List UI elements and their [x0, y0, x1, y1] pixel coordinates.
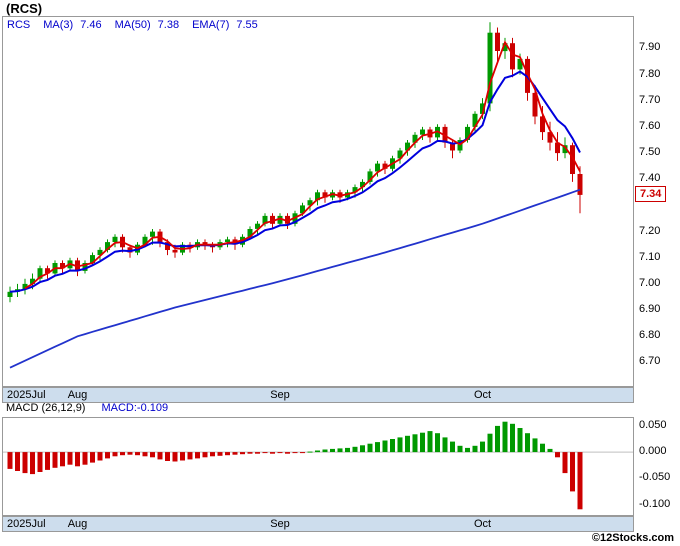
macd-axis-label: 0.000 — [639, 445, 667, 458]
macd-value-label: MACD:-0.109 — [101, 402, 169, 414]
watermark-credit-link[interactable]: ©12Stocks.com — [591, 532, 674, 544]
macd-svg — [3, 421, 633, 510]
macd-axis-label: -0.050 — [639, 471, 671, 484]
price-axis-label: 6.90 — [639, 303, 661, 316]
price-axis-label: 7.80 — [639, 67, 661, 80]
month-label: 2025Jul — [7, 389, 46, 401]
macd-header: MACD (26,12,9) MACD:-0.109 — [6, 402, 168, 414]
price-axis-label: 7.90 — [639, 41, 661, 54]
price-axis-label: 7.00 — [639, 276, 661, 289]
legend-ema7: EMA(7) 7.55 — [192, 19, 258, 31]
legend-ma50: MA(50) 7.38 — [114, 19, 180, 31]
price-axis-label: 7.60 — [639, 119, 661, 132]
month-label: Oct — [473, 389, 492, 401]
legend-symbol: RCS — [7, 19, 31, 31]
price-axis-label: 6.70 — [639, 355, 661, 368]
price-axis-label: 7.10 — [639, 250, 661, 263]
month-label: Oct — [473, 518, 492, 530]
month-label: Sep — [270, 518, 290, 530]
price-axis-label: 6.80 — [639, 329, 661, 342]
price-panel: RCS MA(3) 7.46 MA(50) 7.38 EMA(7) 7.55 — [2, 16, 634, 387]
price-axis: 7.90 7.80 7.70 7.60 7.50 7.40 7.20 7.10 7.00 6.90… — [637, 16, 680, 387]
macd-panel — [2, 417, 634, 516]
macd-params-label: MACD (26,12,9) — [6, 402, 86, 414]
month-label: Aug — [67, 389, 88, 401]
macd-axis: 0.050 0.000 -0.050 -0.100 — [637, 417, 680, 516]
price-legend: RCS MA(3) 7.46 MA(50) 7.38 EMA(7) 7.55 — [7, 19, 258, 31]
symbol-title: (RCS) — [6, 1, 43, 16]
macd-axis-label: -0.100 — [639, 497, 671, 510]
last-price-label: 7.34 — [635, 185, 667, 202]
macd-axis-label: 0.050 — [639, 418, 667, 431]
price-axis-label: 7.50 — [639, 146, 661, 159]
macd-histogram-chart — [3, 418, 633, 515]
legend-ma3: MA(3) 7.46 — [43, 19, 102, 31]
month-label: Aug — [67, 518, 88, 530]
price-candlestick-chart — [3, 17, 633, 386]
price-axis-label: 7.70 — [639, 93, 661, 106]
x-axis-months-bottom: 2025Jul Aug Sep Oct — [2, 516, 634, 532]
x-axis-months-top: 2025Jul Aug Sep Oct — [2, 387, 634, 403]
price-axis-label: 7.40 — [639, 172, 661, 185]
price-svg — [7, 22, 583, 369]
price-axis-label: 7.20 — [639, 224, 661, 237]
month-label: Sep — [270, 389, 290, 401]
month-label: 2025Jul — [7, 518, 46, 530]
